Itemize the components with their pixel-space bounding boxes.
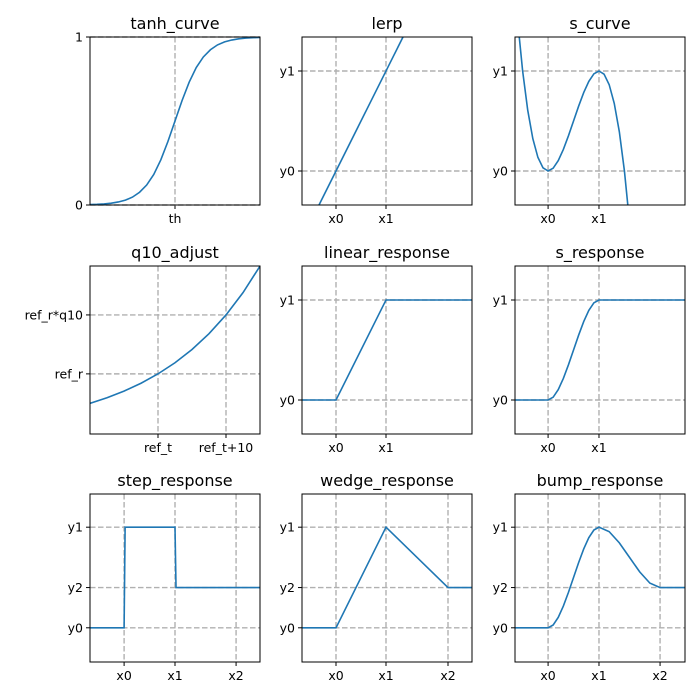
x-tick-label: x0 (328, 668, 343, 683)
x-tick-label: th (169, 211, 182, 226)
axes-frame (301, 36, 473, 206)
line (90, 37, 260, 205)
y-tick-label: y0 (280, 620, 295, 635)
y-tick-label: y0 (493, 393, 508, 408)
line (515, 526, 685, 629)
line (90, 266, 260, 405)
y-tick-label: y1 (68, 520, 83, 535)
subplot: bump_response x0 x1 x2 y0 y2 y1 (493, 471, 686, 683)
y-tick-label: ref_r (55, 366, 84, 381)
y-tick-label: y0 (280, 164, 295, 179)
y-tick-label: y0 (493, 164, 508, 179)
subplot-title: linear_response (324, 243, 450, 263)
axes-frame (514, 493, 686, 663)
x-tick-label: x1 (591, 211, 606, 226)
axes-frame (514, 265, 686, 435)
y-tick-label: y1 (493, 293, 508, 308)
subplot-title: s_curve (569, 14, 630, 34)
x-tick-label: x0 (116, 668, 131, 683)
line (90, 526, 260, 629)
y-tick-label: y1 (280, 64, 295, 79)
subplot-title: s_response (555, 243, 644, 263)
y-tick-label: y0 (493, 620, 508, 635)
y-tick-label: y2 (68, 580, 83, 595)
y-tick-label: y0 (280, 393, 295, 408)
line (302, 299, 472, 401)
x-tick-label: x0 (540, 668, 555, 683)
subplot: q10_adjust ref_t ref_t+10 ref_r ref_r*q10 (25, 243, 261, 455)
x-tick-label: x1 (378, 440, 393, 455)
subplot: lerp x0 x1 y0 y1 (280, 14, 473, 226)
subplot-title: step_response (117, 471, 232, 491)
x-tick-label: x1 (378, 668, 393, 683)
axes-frame (89, 493, 261, 663)
y-tick-label: y1 (493, 520, 508, 535)
x-tick-label: x0 (328, 211, 343, 226)
subplot-title: wedge_response (320, 471, 454, 491)
x-tick-label: ref_t+10 (199, 440, 254, 455)
x-tick-label: x2 (652, 668, 667, 683)
y-tick-label: y2 (493, 580, 508, 595)
x-tick-label: x1 (591, 440, 606, 455)
subplot-title: q10_adjust (131, 243, 219, 263)
x-tick-label: x2 (228, 668, 243, 683)
line (515, 299, 685, 401)
subplot-title: lerp (371, 14, 402, 33)
subplot-title: tanh_curve (130, 14, 219, 34)
axes-frame (514, 36, 686, 206)
line (318, 37, 404, 205)
x-tick-label: x1 (591, 668, 606, 683)
y-tick-label: y2 (280, 580, 295, 595)
x-tick-label: x1 (378, 211, 393, 226)
x-tick-label: ref_t (144, 440, 172, 455)
x-tick-label: x1 (167, 668, 182, 683)
axes-frame (301, 265, 473, 435)
line (302, 525, 472, 629)
y-tick-label: y1 (493, 64, 508, 79)
y-tick-label: 0 (75, 198, 83, 213)
axes-frame (89, 36, 261, 206)
y-tick-label: ref_r*q10 (25, 307, 83, 322)
line (518, 37, 629, 205)
x-tick-label: x0 (540, 211, 555, 226)
axes-frame (301, 493, 473, 663)
subplot: s_response x0 x1 y0 y1 (493, 243, 686, 455)
subplot: linear_response x0 x1 y0 y1 (280, 243, 473, 455)
subplot-title: bump_response (537, 471, 664, 491)
y-tick-label: y1 (280, 293, 295, 308)
y-tick-label: y0 (68, 620, 83, 635)
x-tick-label: x2 (440, 668, 455, 683)
axes-frame (89, 265, 261, 435)
y-tick-label: y1 (280, 520, 295, 535)
x-tick-label: x0 (328, 440, 343, 455)
y-tick-label: 1 (75, 30, 83, 45)
subplot: step_response x0 x1 x2 y0 y2 y1 (68, 471, 261, 683)
x-tick-label: x0 (540, 440, 555, 455)
subplot: wedge_response x0 x1 x2 y0 y2 y1 (280, 471, 473, 683)
subplot: s_curve x0 x1 y0 y1 (493, 14, 686, 226)
